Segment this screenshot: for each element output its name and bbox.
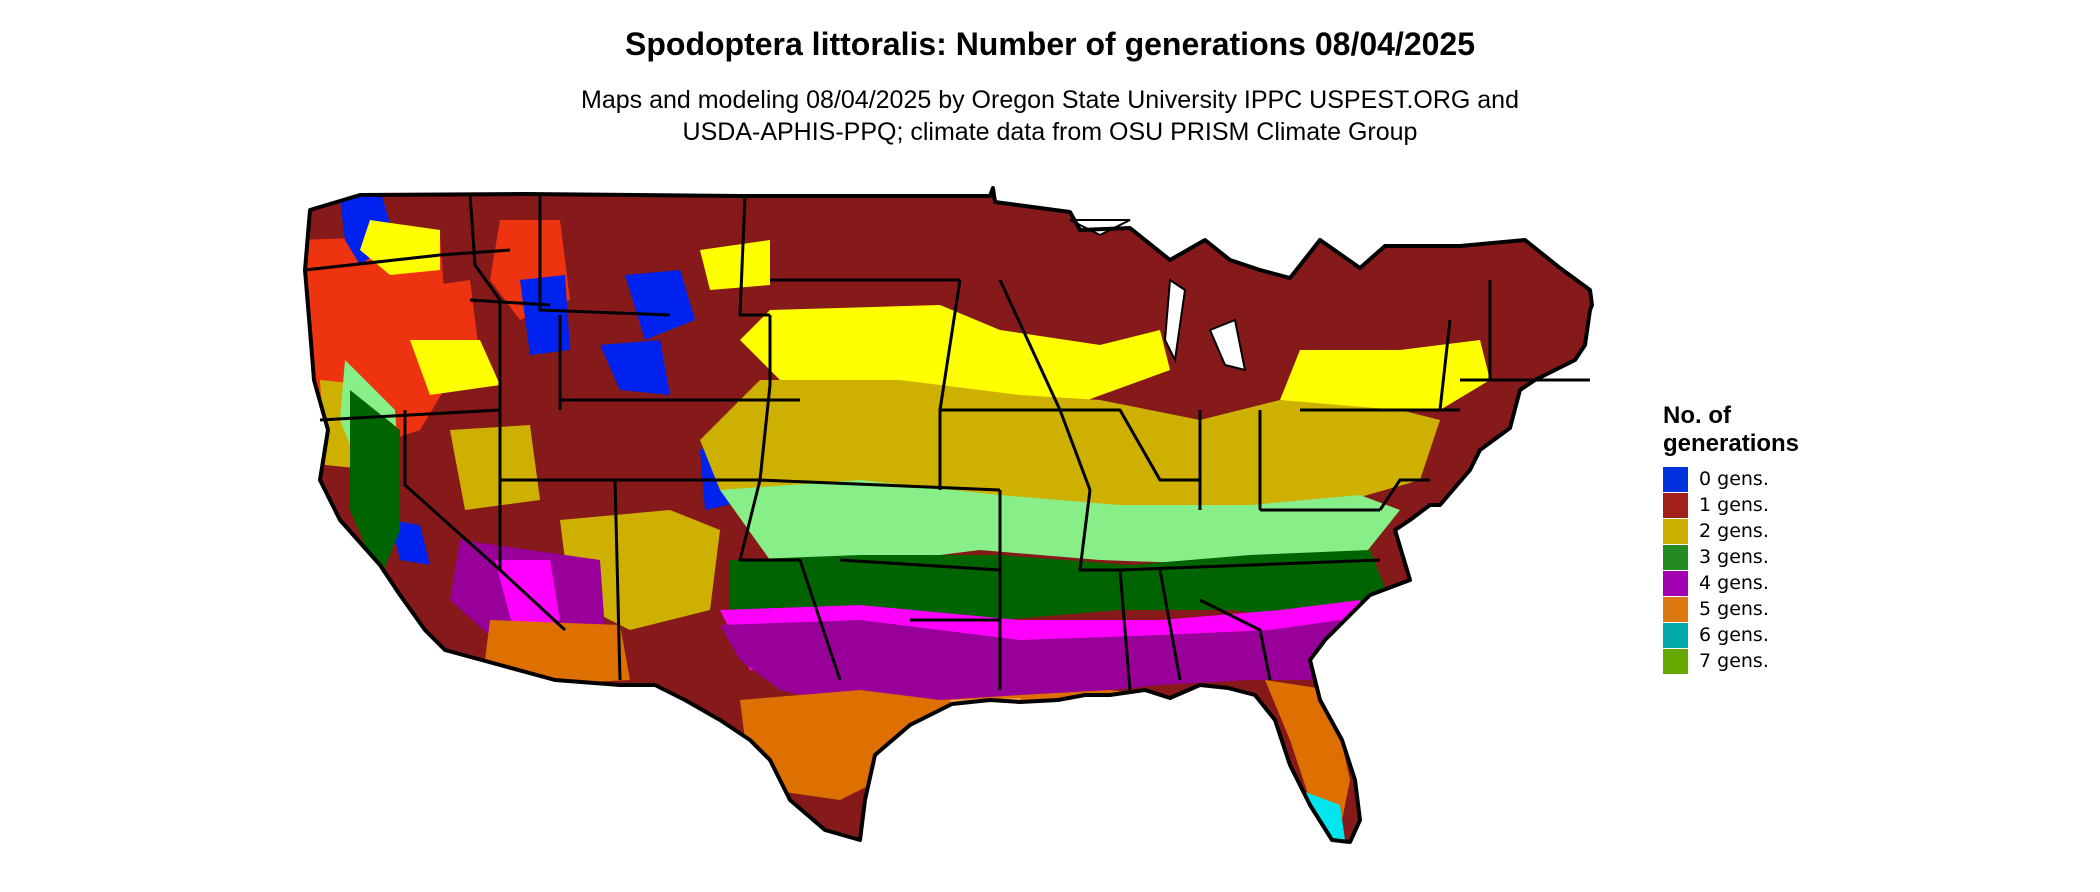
legend-title-line-2: generations bbox=[1663, 430, 1800, 457]
legend-item: 2 gens. bbox=[1663, 518, 1863, 544]
legend-swatch bbox=[1663, 596, 1688, 622]
legend-item: 4 gens. bbox=[1663, 570, 1863, 596]
legend-title-line-1: No. of bbox=[1663, 402, 1731, 429]
state-borders bbox=[304, 193, 1590, 691]
legend-item: 7 gens. bbox=[1663, 648, 1863, 674]
legend-swatch bbox=[1663, 622, 1688, 648]
subtitle-line-2: USDA-APHIS-PPQ; climate data from OSU PR… bbox=[682, 118, 1418, 146]
map-title: Spodoptera littoralis: Number of generat… bbox=[625, 26, 1475, 62]
legend-swatch bbox=[1663, 466, 1688, 492]
legend-item: 3 gens. bbox=[1663, 544, 1863, 570]
great-lakes bbox=[1069, 219, 1247, 372]
legend-label: 1 gens. bbox=[1699, 494, 1769, 516]
legend-label: 0 gens. bbox=[1699, 468, 1769, 490]
map-subtitle: Maps and modeling 08/04/2025 by Oregon S… bbox=[0, 84, 2100, 148]
legend-label: 3 gens. bbox=[1699, 546, 1769, 568]
legend-items: 0 gens. 1 gens. 2 gens. 3 gens. 4 gens. 5 gen… bbox=[1663, 466, 1863, 674]
legend-item: 5 gens. bbox=[1663, 596, 1863, 622]
legend-item: 1 gens. bbox=[1663, 492, 1863, 518]
legend-swatch bbox=[1663, 518, 1688, 544]
map-legend: No. of generations 0 gens. 1 gens. 2 gens.… bbox=[1663, 402, 1863, 674]
legend-title: No. of generations bbox=[1663, 402, 1863, 458]
legend-label: 7 gens. bbox=[1699, 650, 1769, 672]
legend-swatch bbox=[1663, 492, 1688, 518]
legend-label: 2 gens. bbox=[1699, 520, 1769, 542]
legend-label: 4 gens. bbox=[1699, 572, 1769, 594]
legend-swatch bbox=[1663, 648, 1688, 674]
legend-item: 0 gens. bbox=[1663, 466, 1863, 492]
legend-item: 6 gens. bbox=[1663, 622, 1863, 648]
legend-swatch bbox=[1663, 570, 1688, 596]
legend-label: 6 gens. bbox=[1699, 624, 1769, 646]
legend-swatch bbox=[1663, 544, 1688, 570]
legend-label: 5 gens. bbox=[1699, 598, 1769, 620]
subtitle-line-1: Maps and modeling 08/04/2025 by Oregon S… bbox=[581, 86, 1519, 114]
us-generations-map bbox=[303, 186, 1594, 844]
